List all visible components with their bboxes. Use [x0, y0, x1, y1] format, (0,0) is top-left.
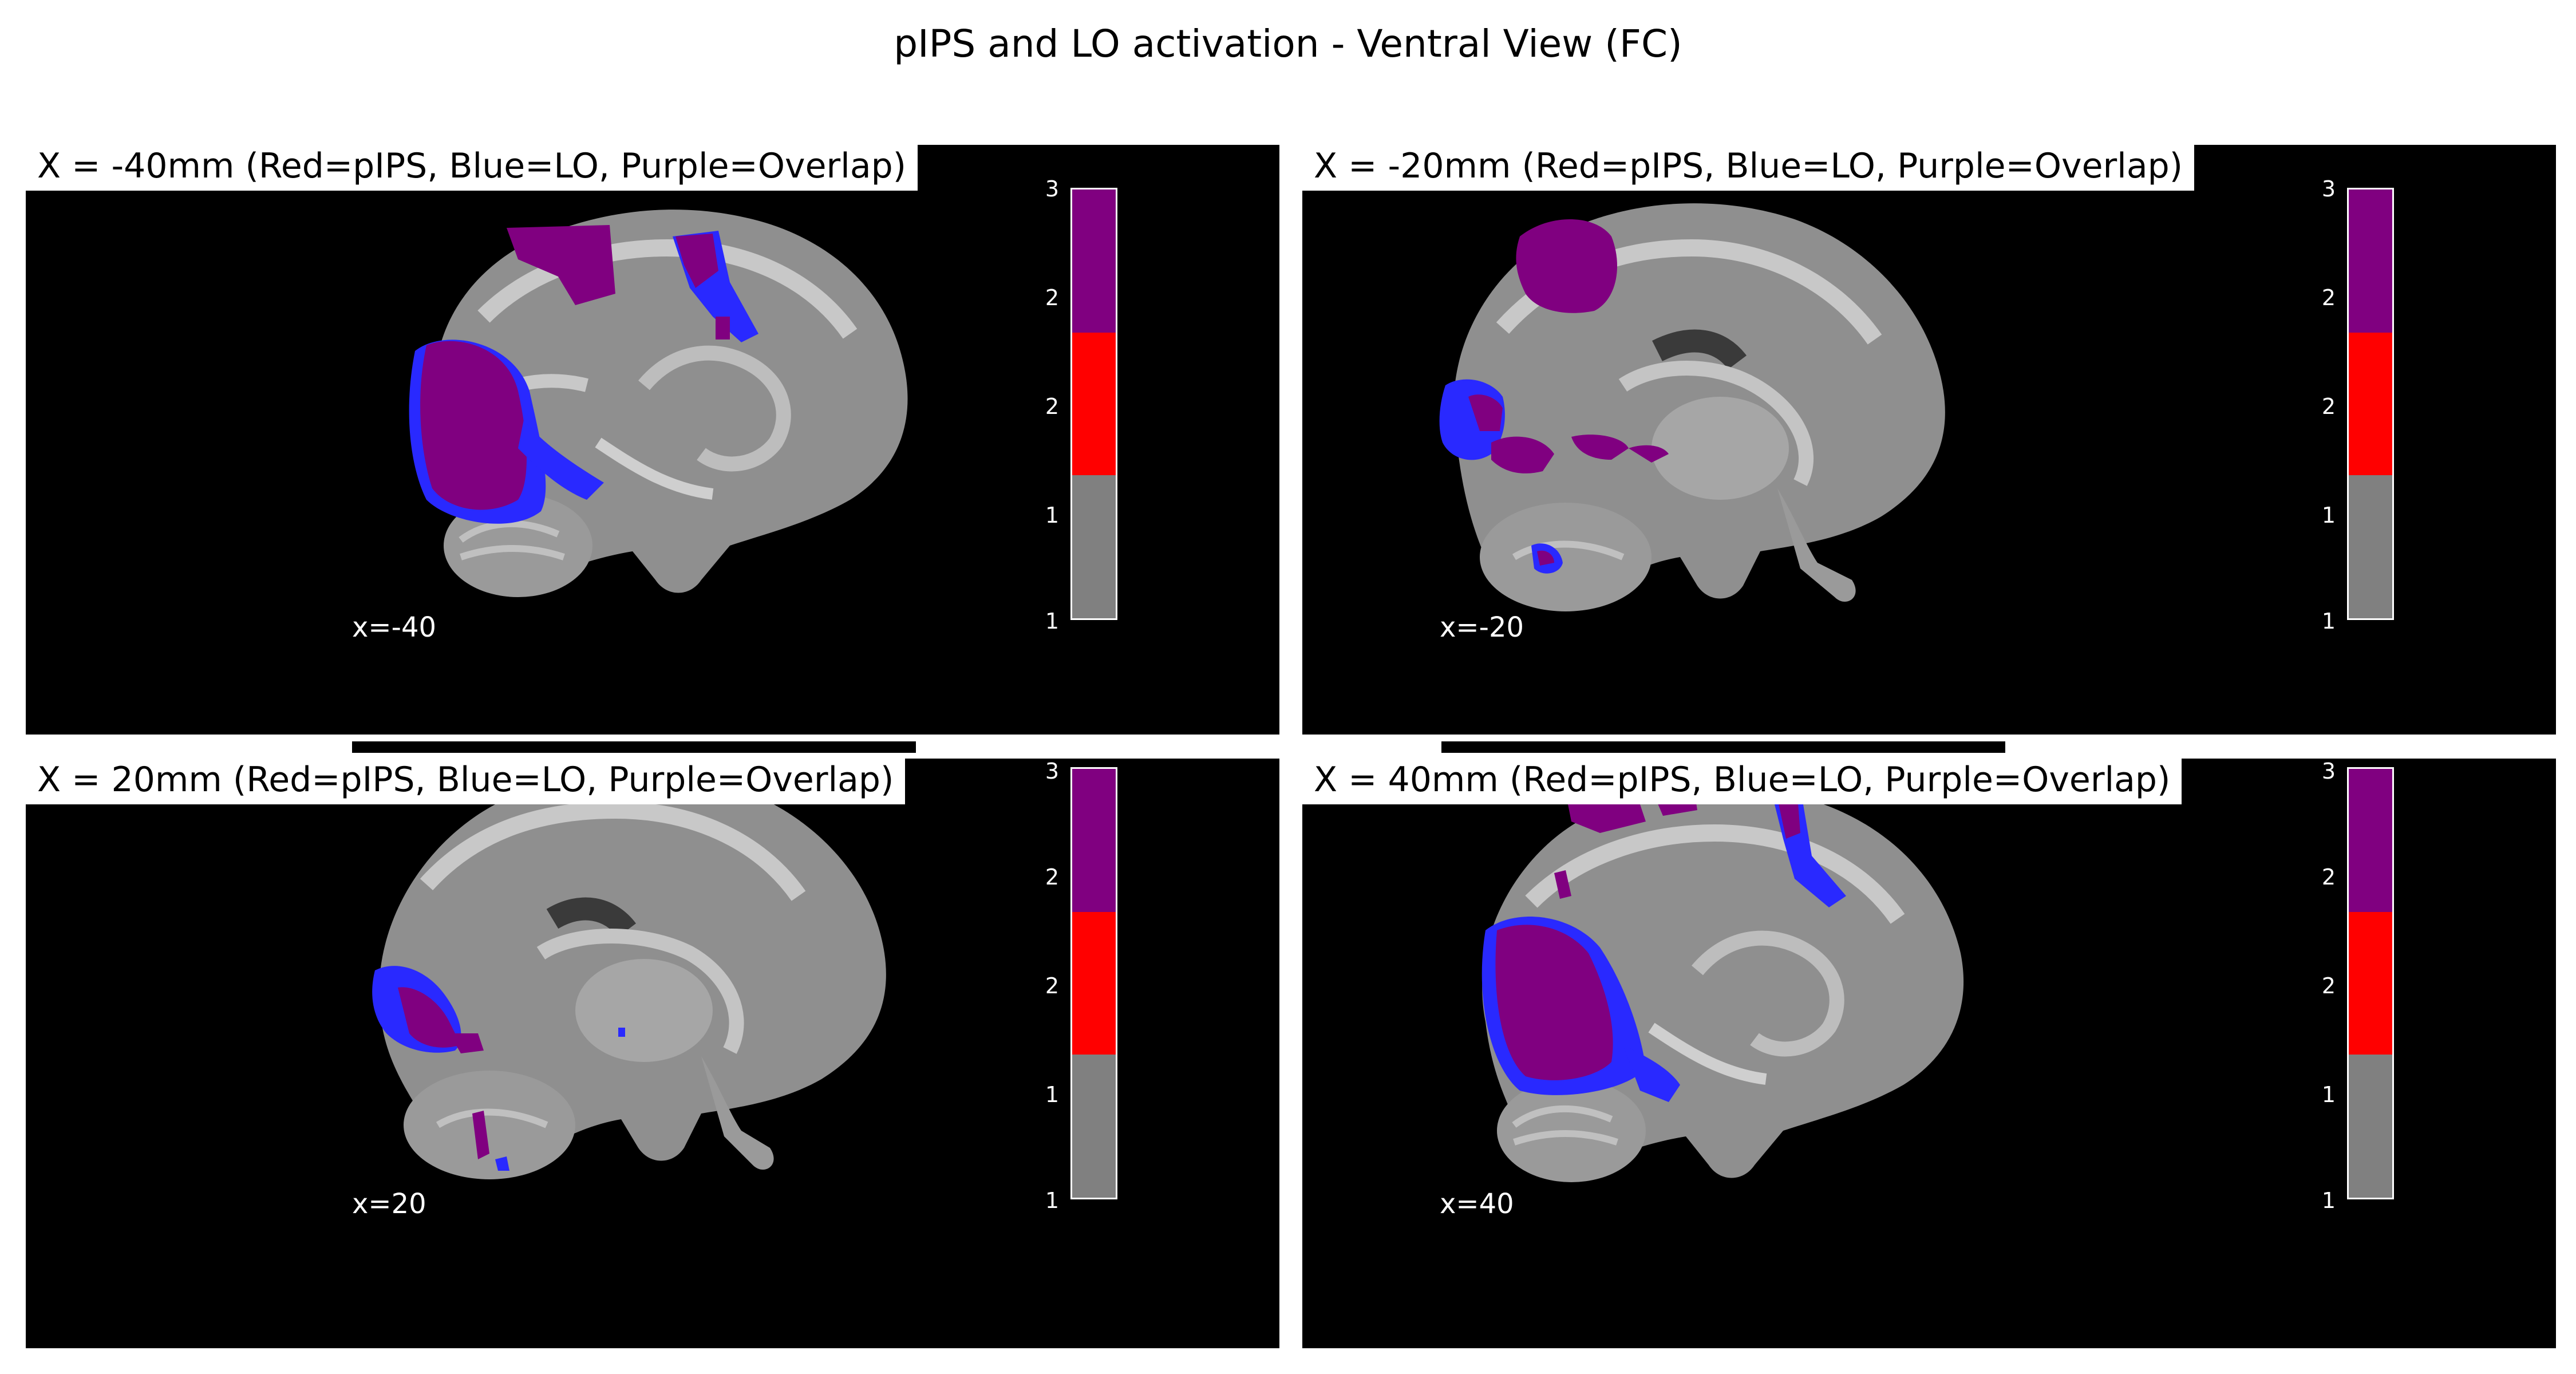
colorbar-tick: 1: [1045, 1188, 1059, 1213]
panel-separator: [352, 741, 916, 753]
colorbar-tick: 2: [1045, 285, 1059, 310]
colorbar-tick: 2: [2321, 864, 2336, 890]
panel-separator: [1441, 741, 2005, 753]
colorbar-base-segment: [2349, 1055, 2392, 1198]
colorbar-tick: 3: [2321, 759, 2336, 784]
figure-title: pIPS and LO activation - Ventral View (F…: [894, 22, 1682, 66]
brain-slice-panel: X = 20mm (Red=pIPS, Blue=LO, Purple=Over…: [26, 759, 1279, 1348]
brain-slice-panel: X = 40mm (Red=pIPS, Blue=LO, Purple=Over…: [1302, 759, 2556, 1348]
slice-coordinate-label: x=-40: [352, 611, 437, 643]
colorbar: 3 2 2 1 1: [2235, 759, 2556, 1348]
brain-slice-panel: X = -40mm (Red=pIPS, Blue=LO, Purple=Ove…: [26, 145, 1279, 735]
colorbar-base-segment: [1072, 1055, 1116, 1198]
colorbar-base-segment: [2349, 475, 2392, 619]
colorbar-tick: 2: [1045, 973, 1059, 998]
colorbar: 3 2 2 1 1: [959, 145, 1279, 735]
slice-coordinate-label: x=20: [352, 1188, 426, 1220]
slice-coordinate-label: x=40: [1440, 1188, 1514, 1220]
colorbar-overlap-segment: [2349, 189, 2392, 333]
colorbar-tick: 1: [1045, 609, 1059, 634]
colorbar-overlap-segment: [1072, 769, 1116, 912]
activation-overlay: [409, 225, 758, 524]
colorbar-tick: 3: [1045, 176, 1059, 202]
colorbar-pips-segment: [2349, 332, 2392, 476]
colorbar: 3 2 2 1 1: [959, 759, 1279, 1348]
panel-title: X = 20mm (Red=pIPS, Blue=LO, Purple=Over…: [26, 759, 906, 804]
colorbar: 3 2 2 1 1: [2235, 145, 2556, 735]
colorbar-tick: 2: [2321, 973, 2336, 998]
colorbar-tick: 1: [1045, 1082, 1059, 1107]
panel-title: X = -20mm (Red=pIPS, Blue=LO, Purple=Ove…: [1302, 145, 2195, 191]
brain-slice-image: [1481, 773, 1964, 1182]
colorbar-tick: 2: [2321, 394, 2336, 419]
brain-slice-image: [372, 759, 886, 1179]
colorbar-tick: 1: [1045, 503, 1059, 528]
colorbar-pips-segment: [2349, 911, 2392, 1055]
colorbar-pips-segment: [1072, 332, 1116, 476]
activation-overlay: [1439, 219, 1669, 574]
colorbar-tick: 2: [2321, 285, 2336, 310]
brain-slice-image: [1439, 203, 1945, 611]
brain-slice-panel: X = -20mm (Red=pIPS, Blue=LO, Purple=Ove…: [1302, 145, 2556, 735]
brain-tissue: [379, 773, 886, 1179]
colorbar-tick: 3: [1045, 759, 1059, 784]
colorbar-overlap-segment: [2349, 769, 2392, 912]
colorbar-tick: 1: [2321, 609, 2336, 634]
colorbar-pips-segment: [1072, 911, 1116, 1055]
panel-title: X = 40mm (Red=pIPS, Blue=LO, Purple=Over…: [1302, 759, 2182, 804]
colorbar-overlap-segment: [1072, 189, 1116, 333]
colorbar-tick: 1: [2321, 1188, 2336, 1213]
slice-coordinate-label: x=-20: [1440, 611, 1524, 643]
colorbar-tick: 1: [2321, 503, 2336, 528]
colorbar-tick: 2: [1045, 864, 1059, 890]
colorbar-tick: 1: [2321, 1082, 2336, 1107]
colorbar-tick: 3: [2321, 176, 2336, 202]
colorbar-tick: 2: [1045, 394, 1059, 419]
colorbar-base-segment: [1072, 475, 1116, 619]
brain-slice-image: [409, 210, 908, 597]
panel-title: X = -40mm (Red=pIPS, Blue=LO, Purple=Ove…: [26, 145, 918, 191]
